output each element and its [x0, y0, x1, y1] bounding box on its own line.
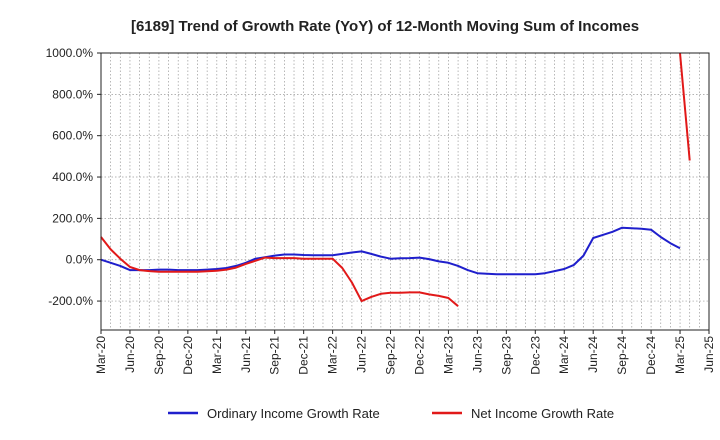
- x-tick-label: Dec-21: [297, 336, 311, 375]
- x-axis-ticks: Mar-20 Jun-20 Sep-20 Dec-20 Mar-21 Jun-21 Sep-…: [94, 330, 716, 375]
- y-axis-ticks: -200.0% 0.0% 200.0% 400.0% 600.0% 800.0% 1000.…: [46, 46, 101, 308]
- y-tick-label: -200.0%: [48, 294, 93, 308]
- series-lines: [100, 52, 691, 307]
- y-tick-label: 200.0%: [52, 211, 93, 225]
- y-tick-label: 0.0%: [66, 253, 94, 267]
- x-tick-label: Jun-21: [239, 336, 253, 373]
- y-tick-label: 400.0%: [52, 170, 93, 184]
- x-tick-label: Sep-22: [384, 336, 398, 375]
- x-tick-label: Dec-23: [528, 336, 542, 375]
- legend-label-net: Net Income Growth Rate: [471, 406, 614, 421]
- x-tick-label: Dec-24: [644, 336, 658, 375]
- x-tick-label: Mar-22: [326, 336, 340, 374]
- x-tick-label: Sep-23: [499, 336, 513, 375]
- net-income-line: [100, 236, 459, 307]
- x-tick-label: Mar-25: [673, 336, 687, 374]
- x-tick-label: Dec-22: [412, 336, 426, 375]
- x-tick-label: Jun-22: [355, 336, 369, 373]
- ordinary-income-line: [100, 226, 681, 276]
- x-tick-label: Mar-23: [441, 336, 455, 374]
- y-tick-label: 1000.0%: [46, 46, 94, 60]
- x-tick-label: Mar-21: [210, 336, 224, 374]
- chart-title: [6189] Trend of Growth Rate (YoY) of 12-…: [131, 18, 639, 35]
- net-income-line: [679, 52, 691, 161]
- x-tick-label: Dec-20: [181, 336, 195, 375]
- x-tick-label: Jun-25: [702, 336, 716, 373]
- x-tick-label: Jun-23: [470, 336, 484, 373]
- y-tick-label: 600.0%: [52, 129, 93, 143]
- x-tick-label: Mar-20: [94, 336, 108, 374]
- x-tick-label: Sep-20: [152, 336, 166, 375]
- x-tick-label: Jun-20: [123, 336, 137, 373]
- grid-lines: [101, 53, 709, 330]
- x-tick-label: Sep-24: [615, 336, 629, 375]
- y-tick-label: 800.0%: [52, 87, 93, 101]
- legend: Ordinary Income Growth Rate Net Income G…: [168, 406, 614, 421]
- x-tick-label: Mar-24: [557, 336, 571, 374]
- x-tick-label: Jun-24: [586, 336, 600, 373]
- legend-label-ordinary: Ordinary Income Growth Rate: [207, 406, 380, 421]
- x-tick-label: Sep-21: [268, 336, 282, 375]
- plot-frame: [100, 52, 710, 331]
